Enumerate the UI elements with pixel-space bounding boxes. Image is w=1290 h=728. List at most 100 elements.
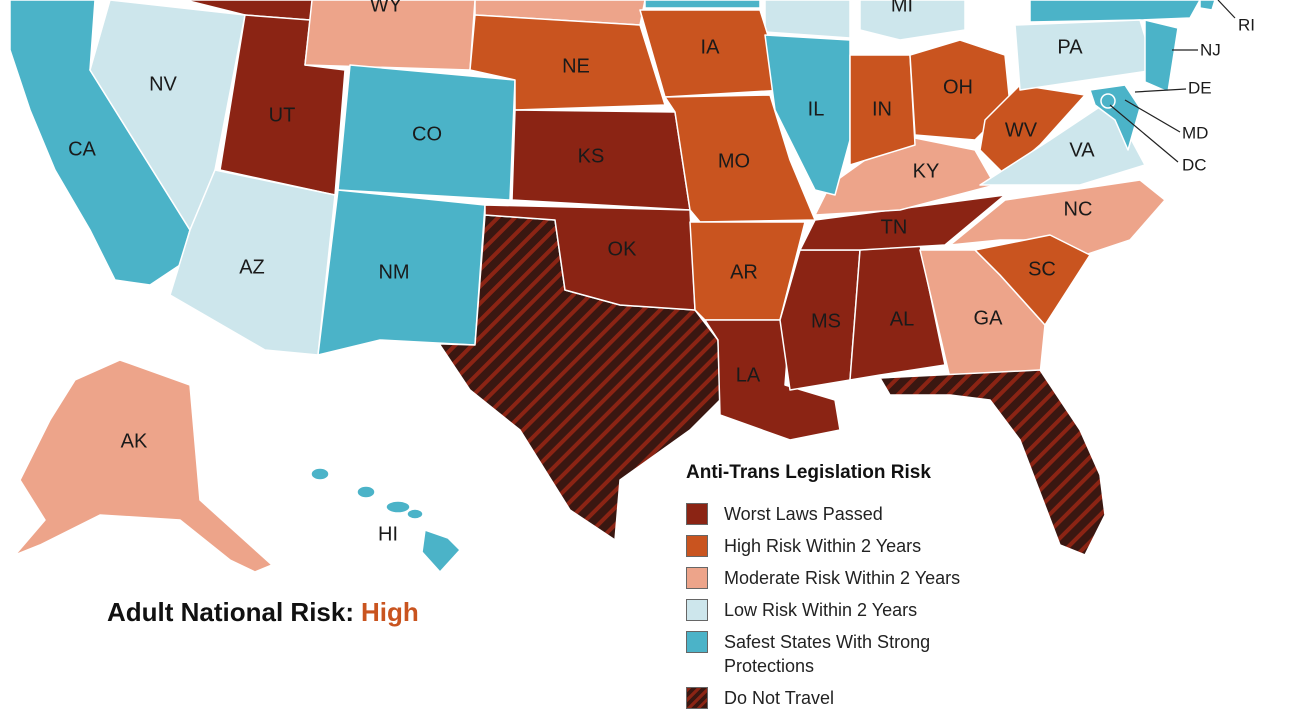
state <box>310 467 330 481</box>
state <box>1199 0 1216 11</box>
legend-item: High Risk Within 2 Years <box>686 534 1016 558</box>
state <box>879 369 1106 556</box>
state-group: WY <box>304 0 476 71</box>
state-label: DC <box>1182 155 1207 174</box>
state-label: CA <box>68 138 96 160</box>
state-group: HI <box>310 467 461 573</box>
legend-item: Do Not Travel <box>686 686 1016 710</box>
state-group: IN <box>849 54 916 166</box>
leader-line <box>1124 99 1181 133</box>
state-group: IL <box>764 34 851 196</box>
state-group: SC <box>974 234 1091 326</box>
legend-label: High Risk Within 2 Years <box>724 536 922 556</box>
legend-swatch <box>686 535 708 557</box>
state <box>9 0 191 286</box>
legend-items: Worst Laws Passed High Risk Within 2 Year… <box>686 502 1016 710</box>
state-label: IL <box>808 98 825 120</box>
state <box>337 64 516 201</box>
state-group: MI <box>859 0 966 41</box>
state-label: AR <box>730 261 758 283</box>
state-group: IA <box>639 9 786 98</box>
state-label: MD <box>1182 123 1208 142</box>
state <box>385 500 411 514</box>
state <box>421 529 461 573</box>
state <box>859 0 966 41</box>
state-group: NC <box>949 179 1166 256</box>
state-label: NE <box>562 55 590 77</box>
state-label: PA <box>1057 36 1083 58</box>
state-label: RI <box>1238 15 1255 34</box>
legend-label: Safest States With Strong Protections <box>724 632 931 676</box>
legend-swatch <box>686 599 708 621</box>
state-label: AZ <box>239 256 265 278</box>
legend-label: Do Not Travel <box>724 688 835 708</box>
state-group: KS <box>511 109 691 211</box>
state-group: PA <box>1014 19 1156 91</box>
state-label: TN <box>881 216 908 238</box>
legend-swatch <box>686 503 708 525</box>
state-label: HI <box>378 523 398 545</box>
legend-item: Worst Laws Passed <box>686 502 1016 526</box>
state <box>406 508 424 520</box>
legend-label: Worst Laws Passed <box>724 504 883 524</box>
legend-swatch <box>686 567 708 589</box>
leader-line <box>1217 0 1236 19</box>
state-label: DE <box>1188 78 1212 97</box>
state-label: IN <box>872 98 892 120</box>
state-label: VA <box>1069 139 1095 161</box>
legend-swatch <box>686 687 708 709</box>
state-label: AK <box>121 430 148 452</box>
state <box>764 34 851 196</box>
state <box>1029 0 1201 23</box>
state-label: KS <box>578 145 605 167</box>
state-label: CO <box>412 123 442 145</box>
state-label: UT <box>269 104 296 126</box>
legend-title: Anti-Trans Legislation Risk <box>686 462 931 483</box>
state-label: KY <box>913 160 940 182</box>
state <box>849 54 916 166</box>
state-group: TN <box>799 194 1006 251</box>
state-group: NE <box>469 14 666 111</box>
state-label: NM <box>378 261 409 283</box>
state-label: MI <box>891 0 913 16</box>
state <box>764 0 851 39</box>
state <box>949 179 1166 256</box>
legend-label: Moderate Risk Within 2 Years <box>724 568 961 588</box>
state <box>1144 19 1179 93</box>
state <box>356 485 376 499</box>
state <box>169 169 336 356</box>
state-label: GA <box>974 307 1004 329</box>
state-label: WV <box>1005 119 1038 141</box>
state-label: OH <box>943 76 973 98</box>
state-label: MO <box>718 150 750 172</box>
legend-swatch <box>686 631 708 653</box>
state-label: LA <box>736 364 761 386</box>
state-label: NV <box>149 73 177 95</box>
legend-label: Low Risk Within 2 Years <box>724 600 918 620</box>
state-label: NJ <box>1200 40 1221 59</box>
national-risk: Adult National Risk: High <box>107 597 419 628</box>
legend-item: Low Risk Within 2 Years <box>686 598 1016 622</box>
state-group: NM <box>317 189 486 356</box>
state-label: OK <box>608 238 638 260</box>
risk-label: Adult National Risk: <box>107 597 355 627</box>
state-group: MO <box>664 94 816 223</box>
state <box>1014 19 1156 91</box>
risk-level: High <box>361 597 419 627</box>
state-label: MS <box>811 310 841 332</box>
state <box>317 189 486 356</box>
state-group: CA <box>9 0 191 286</box>
state-label: IA <box>701 36 721 58</box>
state-label: AL <box>890 308 914 330</box>
state <box>974 234 1091 326</box>
state-group: AZ <box>169 169 336 356</box>
state-group: CO <box>337 64 516 201</box>
legend-item: Moderate Risk Within 2 Years <box>686 566 1016 590</box>
state-label: NC <box>1064 198 1093 220</box>
state-group: AK <box>14 359 273 573</box>
state <box>664 94 816 223</box>
state <box>14 359 273 573</box>
state <box>799 194 1006 251</box>
